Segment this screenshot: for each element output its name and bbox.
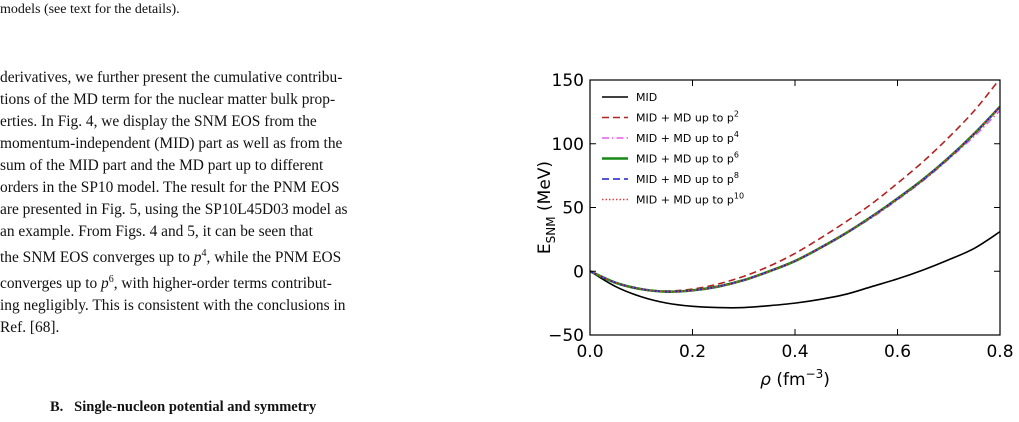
text-line: momentum-independent (MID) part as well … bbox=[0, 135, 343, 152]
text-line: the SNM EOS converges up to p4, while th… bbox=[0, 248, 342, 266]
text-line: are presented in Fig. 5, using the SP10L… bbox=[0, 201, 348, 218]
x-tick-label: 0.6 bbox=[884, 342, 911, 362]
x-tick-label: 0.0 bbox=[576, 342, 603, 362]
legend-label-5: MID + MD up to p10 bbox=[636, 192, 744, 207]
y-axis-label: ESNM (MeV) bbox=[535, 161, 558, 254]
x-tick-label: 0.4 bbox=[781, 342, 808, 362]
legend-label-3: MID + MD up to p6 bbox=[636, 151, 739, 166]
text-line: erties. In Fig. 4, we display the SNM EO… bbox=[0, 113, 317, 130]
x-axis-label: ρ (fm−3) bbox=[760, 367, 830, 390]
text-line: tions of the MD term for the nuclear mat… bbox=[0, 91, 336, 108]
section-title: Single-nucleon potential and symmetry bbox=[74, 399, 317, 415]
snm-eos-chart: 0.0 0.2 0.4 0.6 0.8 −50 0 50 100 150 ρ (fm−3) ESNM … bbox=[535, 71, 1014, 390]
y-tick-label: 150 bbox=[552, 71, 584, 91]
section-heading: B. Single-nucleon potential and symmetry bbox=[50, 398, 350, 416]
y-tick-label: −50 bbox=[548, 326, 584, 346]
figure-caption-tail: models (see text for the details). bbox=[0, 2, 180, 17]
legend-label-1: MID + MD up to p2 bbox=[636, 110, 739, 125]
text-line: an example. From Figs. 4 and 5, it can b… bbox=[0, 223, 313, 240]
body-paragraph: derivatives, we further present the cumu… bbox=[0, 67, 510, 339]
y-tick-label: 100 bbox=[552, 135, 584, 155]
y-tick-label: 50 bbox=[562, 199, 584, 219]
text-line: sum of the MID part and the MD part up t… bbox=[0, 157, 324, 174]
text-line: derivatives, we further present the cumu… bbox=[0, 69, 343, 86]
legend-label-4: MID + MD up to p8 bbox=[636, 171, 739, 186]
text-line: converges up to p6, with higher-order te… bbox=[0, 274, 332, 292]
x-tick-label: 0.8 bbox=[986, 342, 1013, 362]
legend-label-2: MID + MD up to p4 bbox=[636, 130, 739, 145]
legend-label-0: MID bbox=[636, 91, 657, 104]
section-number: B. bbox=[50, 399, 64, 415]
text-line: Ref. [68]. bbox=[0, 319, 60, 336]
series-line-0 bbox=[590, 231, 1000, 309]
text-line: ing negligibly. This is consistent with … bbox=[0, 297, 346, 314]
text-line: orders in the SP10 model. The result for… bbox=[0, 179, 340, 196]
series-line-5 bbox=[590, 106, 1000, 293]
x-tick-label: 0.2 bbox=[679, 342, 706, 362]
y-tick-label: 0 bbox=[573, 262, 584, 282]
